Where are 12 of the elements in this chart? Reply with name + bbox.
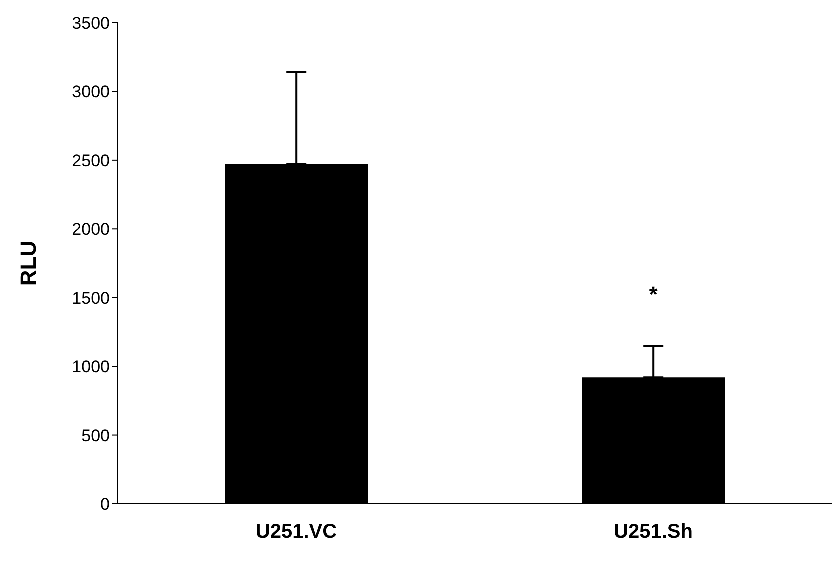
- x-tick-label: U251.VC: [256, 521, 338, 544]
- y-tick-label: 3500: [72, 14, 110, 34]
- annotation: *: [649, 282, 658, 307]
- y-tick-label: 1500: [72, 288, 110, 308]
- y-tick-label: 2500: [72, 151, 110, 170]
- y-tick-label: 0: [100, 495, 110, 514]
- y-tick-label: 2000: [72, 220, 110, 240]
- y-axis-title: RLU: [16, 240, 41, 286]
- y-tick-label: 1000: [72, 358, 110, 377]
- y-tick-label: 500: [82, 426, 110, 446]
- y-tick-label: 3000: [72, 82, 110, 102]
- x-tick-label: U251.Sh: [614, 521, 693, 544]
